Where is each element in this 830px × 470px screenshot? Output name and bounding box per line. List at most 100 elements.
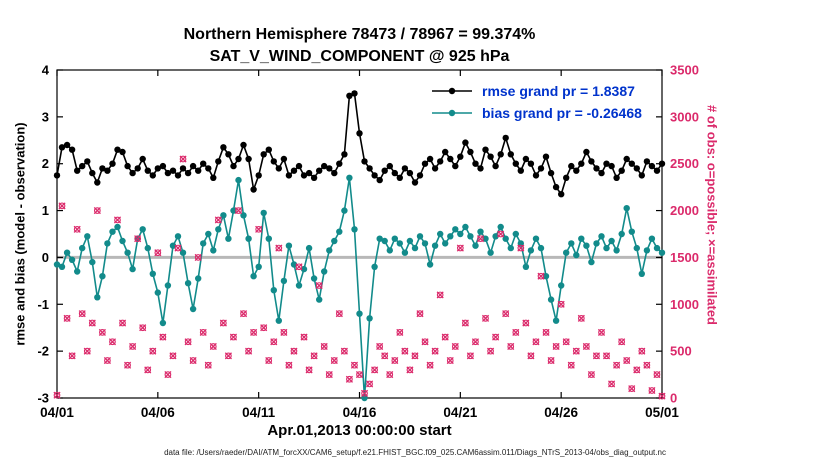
obs-possible-marker	[517, 244, 525, 252]
rmse-marker	[512, 160, 519, 167]
rmse-marker	[346, 92, 353, 100]
obs-possible-marker	[583, 343, 590, 350]
x-tick-label: 04/11	[242, 405, 276, 420]
rmse-marker	[245, 155, 252, 163]
bias-marker	[653, 244, 661, 252]
rmse-marker	[200, 160, 207, 167]
obs-assimilated-marker	[411, 352, 419, 360]
rmse-marker	[568, 162, 575, 170]
x-tick-label: 04/21	[443, 405, 477, 420]
obs-possible-marker	[603, 352, 610, 360]
obs-assimilated-marker	[255, 225, 263, 233]
bias-marker	[618, 230, 625, 238]
rmse-marker	[94, 179, 101, 186]
obs-assimilated-marker	[441, 333, 449, 341]
obs-possible-marker	[144, 366, 152, 374]
bias-marker	[482, 235, 489, 242]
obs-possible-marker	[361, 389, 368, 397]
bias-marker	[472, 242, 479, 249]
obs-possible-marker	[608, 380, 615, 388]
rmse-marker	[205, 165, 212, 172]
obs-possible-marker	[330, 357, 338, 364]
obs-possible-marker	[295, 263, 303, 271]
obs-assimilated-marker	[537, 272, 545, 280]
legend: rmse grand pr = 1.8387 bias grand pr = -…	[430, 80, 642, 124]
obs-assimilated-marker	[512, 328, 520, 336]
obs-possible-marker	[391, 357, 399, 364]
left-tick-label: 0	[42, 250, 49, 265]
rmse-marker	[492, 162, 499, 170]
obs-assimilated-marker	[250, 328, 258, 336]
rmse-marker	[482, 146, 489, 153]
rmse-marker	[502, 134, 509, 142]
bias-marker	[99, 273, 106, 280]
bias-marker	[547, 296, 555, 303]
obs-possible-marker	[315, 282, 323, 289]
obs-possible-marker	[189, 357, 197, 364]
obs-assimilated-marker	[224, 352, 232, 360]
obs-possible-marker	[139, 324, 147, 332]
bias-marker	[174, 233, 182, 240]
left-tick-label: 4	[42, 63, 50, 78]
obs-assimilated-marker	[466, 352, 474, 360]
obs-possible-marker	[547, 357, 555, 364]
bias-marker	[552, 317, 560, 324]
bias-marker	[583, 242, 590, 249]
rmse-marker	[275, 165, 282, 172]
obs-possible-marker	[512, 329, 520, 336]
rmse-marker	[527, 160, 535, 167]
bias-marker	[250, 273, 257, 280]
left-tick-label: -1	[37, 297, 49, 312]
obs-assimilated-marker	[159, 333, 167, 341]
bias-marker	[195, 275, 202, 282]
obs-possible-marker	[653, 371, 661, 378]
right-tick-label: 1500	[670, 250, 699, 265]
obs-assimilated-marker	[426, 361, 434, 369]
obs-assimilated-marker	[587, 371, 595, 379]
obs-possible-marker	[290, 347, 298, 355]
bias-marker	[164, 282, 172, 289]
obs-possible-marker	[643, 361, 651, 369]
rmse-marker	[623, 155, 630, 163]
obs-assimilated-marker	[507, 342, 515, 351]
obs-assimilated-marker	[103, 356, 111, 365]
obs-assimilated-marker	[290, 347, 298, 355]
x-axis-label: Apr.01,2013 00:00:00 start	[267, 422, 452, 439]
obs-possible-marker	[78, 310, 86, 318]
rmse-marker	[618, 167, 625, 174]
right-tick-label: 1000	[670, 297, 699, 312]
obs-possible-marker	[240, 310, 247, 318]
bias-marker	[537, 244, 545, 252]
rmse-marker	[442, 148, 449, 156]
rmse-marker	[230, 162, 237, 170]
rmse-marker	[104, 167, 111, 174]
bias-marker	[381, 237, 388, 245]
obs-possible-marker	[416, 310, 424, 318]
obs-possible-marker	[245, 347, 252, 355]
rmse-marker	[305, 169, 313, 177]
bias-marker	[522, 263, 530, 270]
obs-possible-marker	[593, 352, 600, 360]
obs-assimilated-marker	[376, 342, 384, 351]
rmse-marker	[195, 167, 202, 174]
obs-possible-marker	[557, 300, 565, 308]
bias-marker	[230, 207, 237, 214]
obs-possible-marker	[396, 329, 404, 336]
obs-assimilated-marker	[300, 333, 308, 341]
rmse-marker	[477, 165, 484, 172]
rmse-marker	[573, 167, 580, 174]
bias-marker	[94, 294, 101, 301]
rmse-marker	[537, 165, 545, 172]
rmse-line-sample-icon	[432, 87, 472, 95]
rmse-marker	[109, 160, 116, 167]
obs-possible-marker	[159, 333, 167, 341]
obs-possible-marker	[305, 366, 313, 374]
rmse-marker	[53, 172, 61, 179]
rmse-marker	[351, 90, 358, 97]
obs-assimilated-marker	[618, 338, 626, 346]
rmse-marker	[391, 169, 398, 177]
rmse-marker	[184, 169, 192, 177]
x-tick-label: 04/06	[141, 405, 175, 420]
obs-possible-marker	[356, 371, 363, 378]
obs-assimilated-marker	[648, 386, 656, 395]
